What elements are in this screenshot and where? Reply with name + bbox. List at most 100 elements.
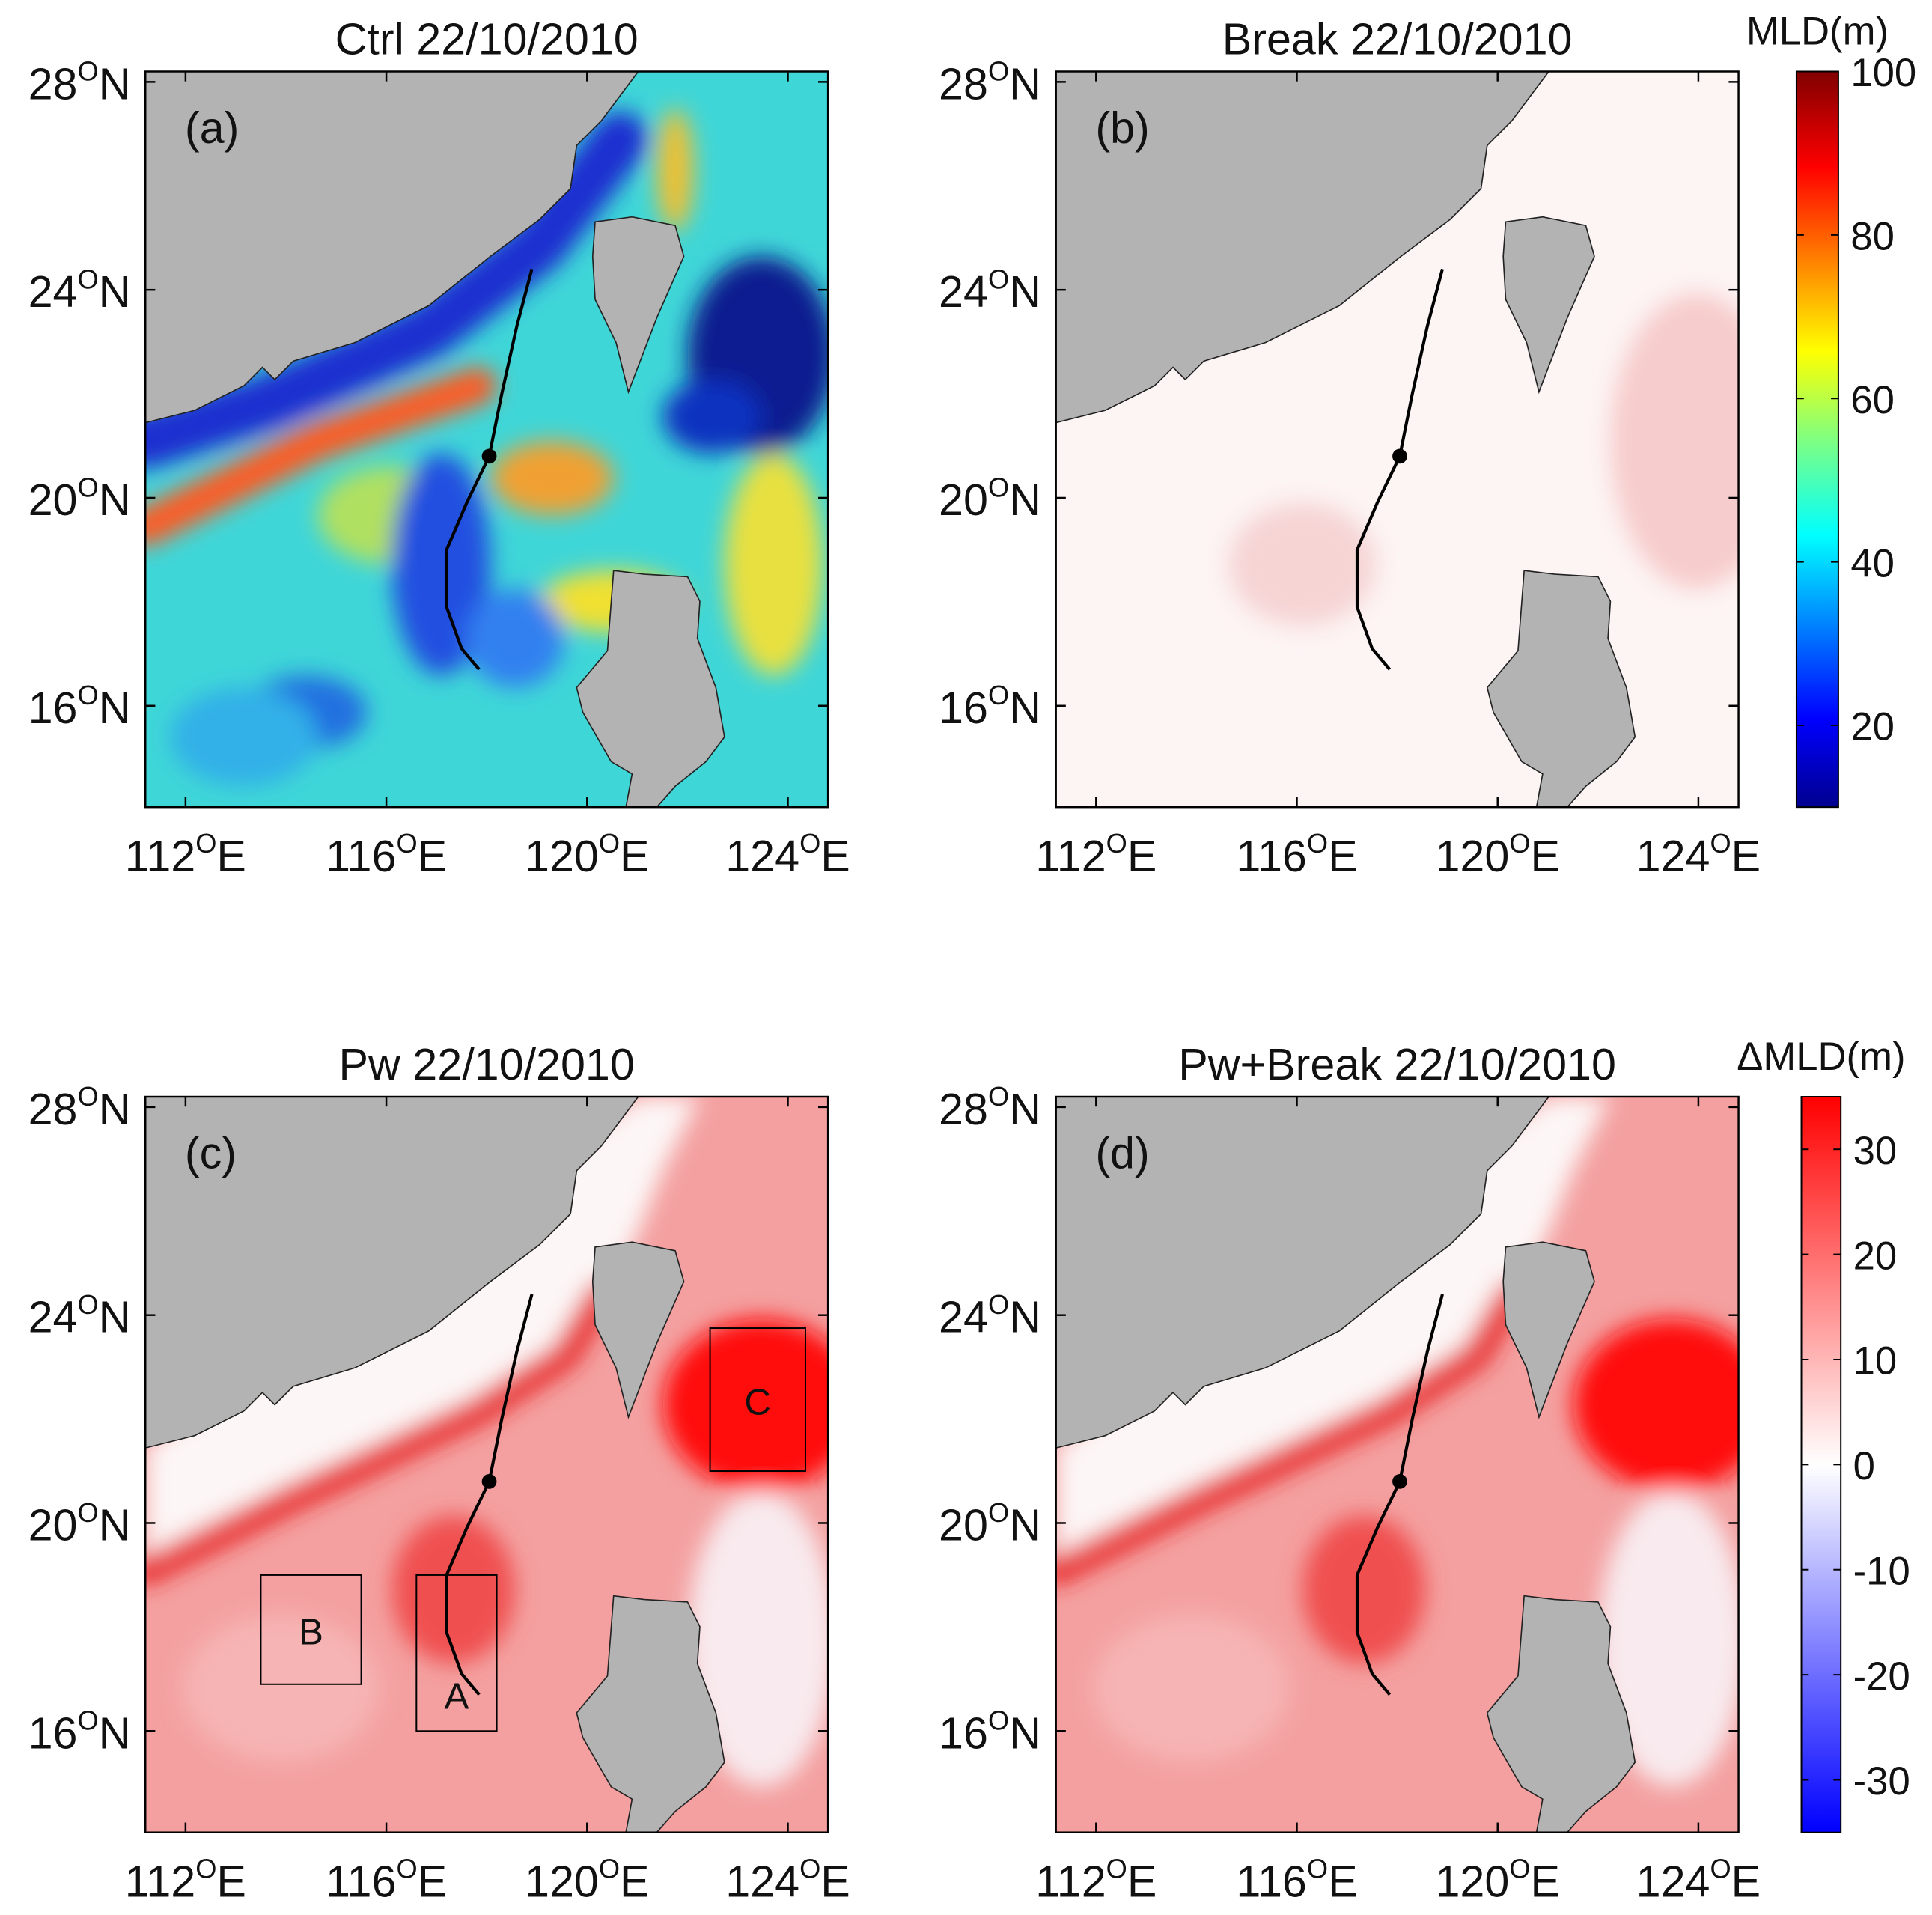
x-tick-label: 112OE xyxy=(1035,828,1157,881)
degree: O xyxy=(599,1854,620,1884)
y-tick-label: 20ON xyxy=(939,472,1041,525)
field-blob xyxy=(182,1614,380,1762)
field-blob xyxy=(490,441,614,516)
degree: O xyxy=(78,1497,99,1528)
tick-number: 28 xyxy=(939,1084,988,1134)
hemisphere: N xyxy=(99,1708,131,1758)
degree: O xyxy=(988,472,1009,502)
colorbar-tick-label: -10 xyxy=(1853,1549,1910,1593)
tick-number: 24 xyxy=(939,267,988,317)
tick-number: 124 xyxy=(1636,1856,1710,1906)
y-tick-label: 28ON xyxy=(939,1081,1041,1134)
land xyxy=(591,1241,685,1419)
land xyxy=(576,570,725,808)
hemisphere: N xyxy=(99,1500,131,1550)
field-blob xyxy=(1597,1491,1739,1787)
tick-number: 116 xyxy=(326,831,396,881)
degree: O xyxy=(78,1289,99,1320)
land xyxy=(1055,1097,1550,1449)
colorbar-tick-label: 10 xyxy=(1853,1339,1898,1383)
tick-number: 20 xyxy=(28,1500,78,1550)
hemisphere: E xyxy=(1731,831,1761,881)
colorbar-tick-label: 100 xyxy=(1850,51,1916,95)
x-tick-label: 112OE xyxy=(125,828,246,881)
field-blob xyxy=(391,453,491,676)
y-tick-label: 16ON xyxy=(939,1705,1041,1759)
colorbar-tick-label: -20 xyxy=(1853,1654,1910,1699)
region-box xyxy=(709,1327,806,1473)
field-blob xyxy=(391,1515,516,1664)
land xyxy=(1486,1595,1636,1833)
tick-number: 124 xyxy=(725,1856,799,1906)
region-label: C xyxy=(744,1381,771,1422)
panel-title: Pw 22/10/2010 xyxy=(339,1039,635,1089)
hemisphere: E xyxy=(1731,1856,1761,1906)
map-field xyxy=(1055,71,1739,808)
hemisphere: E xyxy=(216,831,246,881)
hemisphere: E xyxy=(1328,831,1358,881)
degree: O xyxy=(78,264,99,295)
hemisphere: N xyxy=(1009,1292,1041,1342)
degree: O xyxy=(396,1854,417,1884)
region-box xyxy=(415,1574,498,1732)
degree: O xyxy=(1106,828,1127,859)
hemisphere: E xyxy=(1530,1856,1560,1906)
tick-number: 116 xyxy=(1236,831,1306,881)
degree: O xyxy=(78,472,99,502)
field-blob xyxy=(466,588,564,688)
hemisphere: E xyxy=(1530,831,1560,881)
degree: O xyxy=(1307,828,1328,859)
degree: O xyxy=(988,264,1009,295)
degree: O xyxy=(78,1081,99,1112)
region-label: A xyxy=(444,1676,469,1717)
map-field xyxy=(1055,1097,1739,1833)
degree: O xyxy=(1710,1854,1731,1884)
land xyxy=(1502,1241,1595,1419)
hemisphere: E xyxy=(1127,831,1157,881)
colorbar-tick-label: 30 xyxy=(1853,1129,1898,1173)
field-blob xyxy=(656,108,694,232)
land xyxy=(1486,570,1636,808)
typhoon-position xyxy=(481,1474,497,1489)
tick-number: 116 xyxy=(1236,1856,1306,1906)
degree: O xyxy=(1509,828,1530,859)
field-band xyxy=(145,111,647,469)
tick-number: 124 xyxy=(1636,831,1710,881)
hemisphere: E xyxy=(418,1856,448,1906)
colorbar xyxy=(1795,70,1839,809)
degree: O xyxy=(799,1854,820,1884)
tick-number: 112 xyxy=(125,831,195,881)
x-tick-label: 116OE xyxy=(1236,1854,1357,1907)
axes-frame xyxy=(144,1095,829,1833)
y-tick-label: 24ON xyxy=(939,1289,1041,1342)
land xyxy=(145,1097,639,1449)
y-tick-label: 20ON xyxy=(28,472,131,525)
field-blob xyxy=(170,687,318,787)
x-tick-label: 120OE xyxy=(525,1854,650,1907)
hemisphere: N xyxy=(1009,1708,1041,1758)
y-tick-label: 28ON xyxy=(28,56,131,109)
degree: O xyxy=(1710,828,1731,859)
degree: O xyxy=(799,828,820,859)
x-tick-label: 116OE xyxy=(326,828,447,881)
map-field xyxy=(145,1097,829,1833)
tick-number: 24 xyxy=(28,1292,78,1342)
panel-label: (a) xyxy=(185,103,239,153)
degree: O xyxy=(195,828,216,859)
field-blob xyxy=(687,1491,829,1787)
hemisphere: N xyxy=(1009,683,1041,733)
axes-frame xyxy=(144,70,829,809)
axes-frame xyxy=(1055,70,1740,809)
hemisphere: N xyxy=(1009,1500,1041,1550)
panel-title: Pw+Break 22/10/2010 xyxy=(1178,1039,1616,1089)
field-blob xyxy=(662,1318,829,1491)
y-tick-label: 28ON xyxy=(28,1081,131,1134)
hemisphere: E xyxy=(216,1856,246,1906)
x-tick-label: 112OE xyxy=(125,1854,246,1907)
typhoon-track xyxy=(1355,1294,1444,1696)
x-tick-label: 120OE xyxy=(525,828,650,881)
x-tick-label: 124OE xyxy=(1636,1854,1761,1907)
hemisphere: N xyxy=(99,267,131,317)
x-tick-label: 124OE xyxy=(725,1854,850,1907)
tick-number: 112 xyxy=(1035,831,1106,881)
